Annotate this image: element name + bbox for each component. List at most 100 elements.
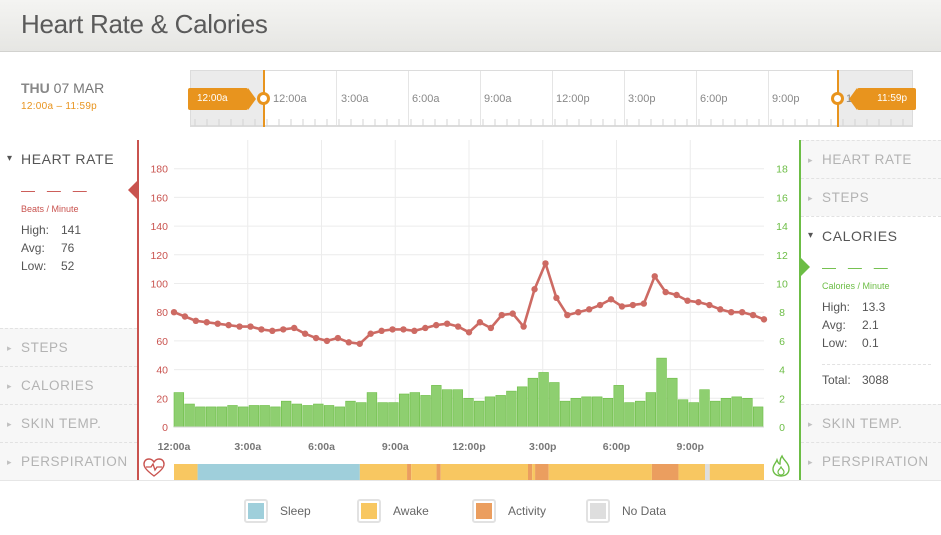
heart-rate-point bbox=[738, 309, 746, 316]
heart-rate-section[interactable]: HEART RATE — — — Beats / Minute High: 141… bbox=[0, 140, 137, 328]
activity-segment-activity bbox=[651, 464, 679, 480]
calories-heading[interactable]: CALORIES bbox=[808, 217, 941, 255]
calorie-bar bbox=[720, 397, 732, 428]
right-metric-panel: HEART RATE STEPS CALORIES — — — Calories… bbox=[801, 140, 941, 481]
timeline-label: 6:00p bbox=[700, 93, 728, 105]
right-item-heart-rate[interactable]: HEART RATE bbox=[801, 140, 941, 179]
right-item-steps[interactable]: STEPS bbox=[801, 178, 941, 217]
total-value: 3088 bbox=[862, 373, 889, 387]
heart-rate-point bbox=[498, 311, 505, 319]
stat-value: 2.1 bbox=[862, 318, 879, 332]
legend-label: Awake bbox=[393, 504, 429, 518]
heart-rate-point bbox=[575, 309, 582, 316]
stat-value: 0.1 bbox=[862, 336, 879, 350]
heart-rate-point bbox=[640, 300, 648, 307]
right-item-skin-temp[interactable]: SKIN TEMP. bbox=[801, 404, 941, 443]
timeline-start-handle[interactable] bbox=[257, 92, 270, 105]
calorie-bar bbox=[592, 396, 603, 428]
x-axis-tick-label: 3:00a bbox=[234, 441, 261, 453]
heart-rate-point bbox=[706, 301, 713, 309]
right-axis-tick-label: 10 bbox=[776, 279, 788, 291]
heart-rate-point bbox=[203, 319, 210, 326]
calorie-bar bbox=[688, 402, 699, 428]
heart-rate-point bbox=[345, 339, 353, 346]
heart-rate-point bbox=[367, 330, 374, 337]
right-item-perspiration[interactable]: PERSPIRATION bbox=[801, 442, 941, 481]
timeline-divider bbox=[768, 71, 769, 126]
right-axis-tick-label: 6 bbox=[779, 336, 785, 348]
left-axis-tick-label: 180 bbox=[150, 164, 168, 176]
heart-rate-point bbox=[422, 324, 429, 332]
heart-rate-point bbox=[225, 321, 232, 329]
heart-rate-point bbox=[651, 273, 658, 280]
activity-segment-awake bbox=[709, 464, 764, 480]
date-label: THU 07 MAR bbox=[21, 80, 104, 96]
calorie-bar bbox=[549, 382, 560, 428]
heart-rate-point bbox=[509, 310, 516, 317]
left-axis-tick-label: 40 bbox=[156, 365, 168, 377]
right-axis-tick-label: 18 bbox=[776, 164, 788, 176]
heart-rate-point bbox=[411, 327, 418, 335]
timeline-label: 3:00a bbox=[341, 93, 369, 105]
stat-label: Low: bbox=[822, 336, 848, 350]
calorie-bar bbox=[420, 395, 431, 428]
timeline-end-handle[interactable] bbox=[831, 92, 844, 105]
legend-label: Sleep bbox=[280, 504, 311, 518]
calorie-bar bbox=[366, 392, 378, 428]
timeline-scrubber[interactable]: 12:00a 3:00a 6:00a 9:00a 12:00p 3:00p 6:… bbox=[190, 70, 913, 127]
calorie-bar bbox=[506, 390, 517, 428]
legend-swatch bbox=[586, 499, 610, 523]
stat-label: Avg: bbox=[822, 318, 846, 332]
calorie-bar bbox=[377, 402, 388, 428]
left-axis-tick-label: 100 bbox=[150, 279, 168, 291]
heart-rate-point bbox=[542, 260, 549, 267]
calorie-bar bbox=[323, 405, 335, 428]
heart-rate-point bbox=[247, 323, 254, 330]
calorie-bar bbox=[205, 406, 217, 428]
calories-section[interactable]: CALORIES — — — Calories / Minute High: 13… bbox=[801, 216, 941, 404]
heart-rate-point bbox=[695, 298, 702, 306]
calorie-bar bbox=[302, 405, 313, 428]
heart-rate-point bbox=[170, 309, 178, 316]
calories-pointer bbox=[801, 258, 810, 276]
legend: Sleep Awake Activity No Data bbox=[0, 480, 941, 535]
x-axis-tick-label: 12:00p bbox=[452, 441, 485, 453]
heart-rate-stats: High: 141 Avg: 76 Low: 52 bbox=[21, 223, 137, 277]
calorie-bar bbox=[216, 406, 227, 428]
calorie-bar bbox=[474, 400, 485, 428]
timeline-label: 3:00p bbox=[628, 93, 656, 105]
calorie-bar bbox=[238, 406, 249, 428]
heart-rate-point bbox=[607, 296, 615, 303]
activity-segment-nodata bbox=[705, 464, 710, 480]
left-item-calories[interactable]: CALORIES bbox=[0, 366, 137, 405]
left-item-skin-temp[interactable]: SKIN TEMP. bbox=[0, 404, 137, 443]
activity-segment-awake bbox=[174, 464, 198, 480]
heart-rate-heading[interactable]: HEART RATE bbox=[7, 140, 137, 178]
calorie-bar bbox=[581, 396, 592, 428]
calorie-bar bbox=[484, 396, 496, 428]
heart-rate-point bbox=[585, 306, 593, 313]
left-item-perspiration[interactable]: PERSPIRATION bbox=[0, 442, 137, 481]
date-value: 07 MAR bbox=[53, 80, 105, 96]
timeline-divider bbox=[624, 71, 625, 126]
timeline-label: 6:00a bbox=[412, 93, 440, 105]
heart-rate-point bbox=[553, 294, 560, 302]
timeline-label: 9:00a bbox=[484, 93, 512, 105]
start-time-flag[interactable]: 12:00a bbox=[188, 88, 256, 110]
left-item-steps[interactable]: STEPS bbox=[0, 328, 137, 367]
calorie-bar bbox=[752, 406, 764, 428]
activity-segment-activity bbox=[535, 464, 549, 480]
heart-rate-point bbox=[760, 316, 768, 323]
end-time-flag[interactable]: 11:59p bbox=[849, 88, 916, 110]
calorie-bar bbox=[559, 400, 571, 428]
calorie-bar bbox=[409, 392, 421, 428]
stat-value: 141 bbox=[61, 223, 82, 237]
heart-rate-point bbox=[269, 327, 276, 335]
date-range: 12:00a – 11:59p bbox=[21, 101, 98, 112]
heart-rate-point bbox=[192, 317, 200, 325]
heart-rate-point bbox=[443, 320, 451, 327]
flame-icon bbox=[772, 454, 790, 477]
timeline-divider bbox=[480, 71, 481, 126]
calories-total: Total: 3088 bbox=[822, 364, 931, 387]
heart-rate-point bbox=[312, 334, 320, 342]
